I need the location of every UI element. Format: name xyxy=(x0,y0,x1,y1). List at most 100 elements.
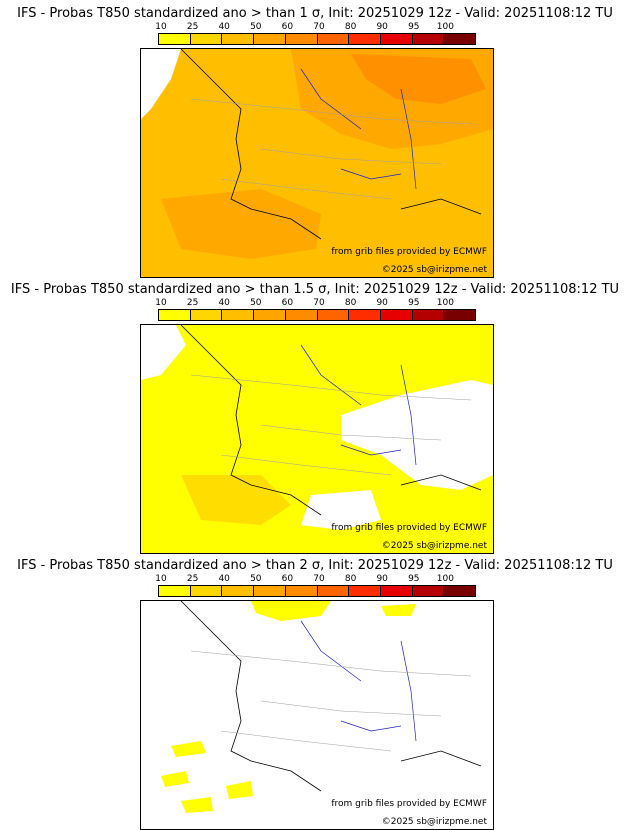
colorbar-tick-label: 95 xyxy=(408,22,420,32)
colorbar-tick-label: 40 xyxy=(218,22,230,32)
colorbar-tick-label: 40 xyxy=(218,574,230,584)
colorbar-tick-label: 70 xyxy=(313,298,325,308)
prob-patch-s1 xyxy=(226,781,253,799)
map-area: from grib files provided by ECMWF ©2025 … xyxy=(140,324,494,554)
colorbar-segment xyxy=(444,586,476,596)
colorbar-tick-label: 60 xyxy=(281,298,294,308)
sea-atlantic xyxy=(141,325,186,380)
colorbar-segment xyxy=(349,586,381,596)
colorbar-segment xyxy=(412,310,445,320)
colorbar-tick-label: 70 xyxy=(313,574,325,584)
land-mass xyxy=(141,601,493,829)
colorbar-tick-label: 10 xyxy=(155,298,167,308)
colorbar-segment xyxy=(349,310,381,320)
colorbar-tick-label: 10 xyxy=(155,22,167,32)
colorbar-segment xyxy=(444,310,476,320)
map-panel-2: IFS - Probas T850 standardized ano > tha… xyxy=(0,276,630,554)
colorbar: 10 25 40 50 60 70 80 90 95 100 xyxy=(155,298,478,322)
colorbar-tick-label: 40 xyxy=(218,298,230,308)
colorbar-tick-label: 90 xyxy=(376,298,388,308)
land-band-south xyxy=(161,189,321,259)
colorbar-tick-label: 50 xyxy=(250,298,262,308)
credit-copyright: ©2025 sb@irizpme.net xyxy=(381,541,487,551)
coastline xyxy=(180,325,482,516)
land-band-mid xyxy=(181,475,291,525)
credit-copyright: ©2025 sb@irizpme.net xyxy=(381,817,487,827)
colorbar-segment xyxy=(285,34,318,44)
low-prob-med xyxy=(301,490,381,530)
colorbar-tick-label: 100 xyxy=(436,574,454,584)
colorbar-tick-label: 60 xyxy=(281,574,294,584)
coastline xyxy=(180,49,482,240)
rivers xyxy=(300,344,417,466)
colorbar-tick-label: 95 xyxy=(408,298,420,308)
prob-patch-north xyxy=(251,601,331,621)
prob-patch-s2 xyxy=(181,797,213,813)
colorbar-segment xyxy=(190,34,223,44)
colorbar-segment xyxy=(412,586,445,596)
colorbar-segment xyxy=(444,34,476,44)
colorbar-segment xyxy=(222,310,255,320)
colorbar-segment xyxy=(222,586,255,596)
colorbar-tick-label: 95 xyxy=(408,574,420,584)
colorbar-segment xyxy=(190,586,223,596)
colorbar-tick-label: 90 xyxy=(376,22,388,32)
colorbar-tick-label: 25 xyxy=(186,22,199,32)
panel-title: IFS - Probas T850 standardized ano > tha… xyxy=(10,282,620,297)
colorbar-tick-label: 25 xyxy=(186,298,199,308)
credit-source: from grib files provided by ECMWF xyxy=(331,247,487,257)
panel-title: IFS - Probas T850 standardized ano > tha… xyxy=(17,558,613,573)
colorbar-segment xyxy=(380,586,413,596)
colorbar-segment xyxy=(317,586,350,596)
colorbar-tick-label: 50 xyxy=(250,574,262,584)
colorbar-segment xyxy=(190,310,223,320)
admin-borders xyxy=(190,98,472,200)
colorbar: 10 25 40 50 60 70 80 90 95 100 xyxy=(155,574,478,598)
colorbar-segment xyxy=(349,34,381,44)
credit-source: from grib files provided by ECMWF xyxy=(331,799,487,809)
map-panel-1: IFS - Probas T850 standardized ano > tha… xyxy=(0,0,630,278)
colorbar-labels: 10 25 40 50 60 70 80 90 95 100 xyxy=(155,22,478,33)
colorbar-labels: 10 25 40 50 60 70 80 90 95 100 xyxy=(155,574,478,585)
panel-title: IFS - Probas T850 standardized ano > tha… xyxy=(17,6,613,21)
coastline xyxy=(180,601,482,792)
colorbar-segment xyxy=(285,586,318,596)
colorbar-tick-label: 80 xyxy=(344,22,357,32)
colorbar: 10 25 40 50 60 70 80 90 95 100 xyxy=(155,22,478,46)
colorbar-tick-label: 90 xyxy=(376,574,388,584)
colorbar-segment xyxy=(317,34,350,44)
land-band-strong xyxy=(351,54,486,104)
low-prob-east xyxy=(341,380,493,490)
colorbar-segment xyxy=(412,34,445,44)
colorbar-tick-label: 80 xyxy=(344,298,357,308)
colorbar-segment xyxy=(380,310,413,320)
prob-patch-sw1 xyxy=(171,741,206,757)
colorbar-segment xyxy=(159,34,191,44)
admin-borders xyxy=(190,374,472,476)
colorbar-segment xyxy=(222,34,255,44)
colorbar-segment xyxy=(285,310,318,320)
rivers xyxy=(300,620,417,742)
colorbar-bar xyxy=(158,309,476,321)
map-area: from grib files provided by ECMWF ©2025 … xyxy=(140,600,494,830)
colorbar-segment xyxy=(254,310,286,320)
credit-copyright: ©2025 sb@irizpme.net xyxy=(381,265,487,275)
colorbar-segment xyxy=(159,586,191,596)
map-canvas xyxy=(141,49,493,277)
colorbar-tick-label: 70 xyxy=(313,22,325,32)
colorbar-tick-label: 80 xyxy=(344,574,357,584)
colorbar-tick-label: 50 xyxy=(250,22,262,32)
colorbar-segment xyxy=(317,310,350,320)
admin-borders xyxy=(190,650,472,752)
colorbar-tick-label: 100 xyxy=(436,22,454,32)
colorbar-segment xyxy=(254,586,286,596)
colorbar-segment xyxy=(254,34,286,44)
map-area: from grib files provided by ECMWF ©2025 … xyxy=(140,48,494,278)
prob-patch-sw2 xyxy=(161,771,189,787)
colorbar-tick-label: 60 xyxy=(281,22,294,32)
colorbar-tick-label: 10 xyxy=(155,574,167,584)
colorbar-bar xyxy=(158,585,476,597)
colorbar-bar xyxy=(158,33,476,45)
map-canvas xyxy=(141,325,493,553)
prob-patch-ne xyxy=(381,604,416,616)
